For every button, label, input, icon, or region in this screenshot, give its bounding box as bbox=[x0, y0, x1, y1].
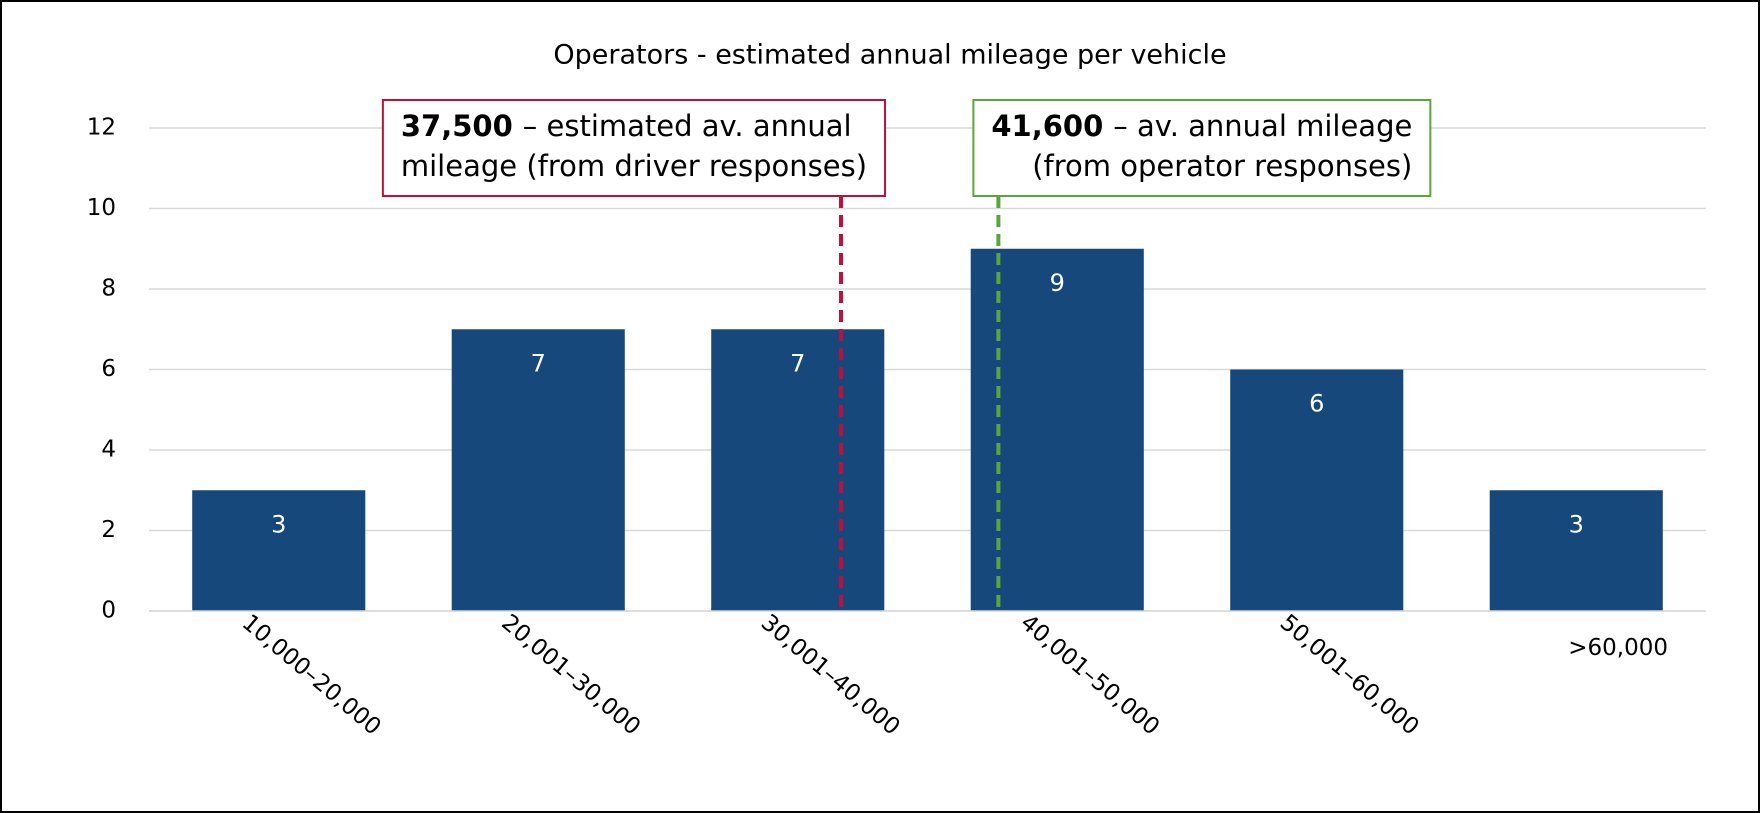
annotation-text: 41,600 – av. annual mileage bbox=[991, 109, 1412, 143]
bar bbox=[1230, 369, 1404, 611]
annotation-text: 37,500 – estimated av. annual bbox=[401, 109, 852, 143]
data-label: 6 bbox=[1309, 390, 1324, 418]
data-label: 7 bbox=[531, 349, 546, 377]
data-label: 7 bbox=[790, 349, 805, 377]
bar bbox=[711, 329, 885, 611]
annotation-line: mileage (from driver responses) bbox=[401, 149, 867, 183]
chart-title: Operators - estimated annual mileage per… bbox=[553, 40, 1226, 71]
y-tick-label: 8 bbox=[101, 276, 116, 302]
annotation-box bbox=[381, 99, 887, 197]
annotation: 41,600 – av. annual mileage (from operator… bbox=[972, 99, 1432, 197]
annotation-line: (from operator responses) bbox=[1032, 149, 1412, 183]
data-label: 3 bbox=[271, 510, 286, 538]
annotation-value: 41,600 bbox=[991, 109, 1103, 143]
y-tick-label: 12 bbox=[87, 115, 116, 141]
y-tick-label: 0 bbox=[101, 598, 116, 624]
y-tick-label: 2 bbox=[101, 517, 116, 543]
x-tick-label: >60,000 bbox=[1568, 635, 1668, 661]
bar bbox=[451, 329, 625, 611]
annotation-text: (from operator responses) bbox=[1032, 149, 1412, 183]
bar bbox=[1489, 490, 1663, 611]
data-label: 9 bbox=[1050, 269, 1065, 297]
bar bbox=[192, 490, 366, 611]
y-tick-label: 6 bbox=[101, 356, 116, 382]
y-tick-label: 4 bbox=[101, 437, 116, 463]
annotation-text: mileage (from driver responses) bbox=[401, 149, 867, 183]
annotation-line: – av. annual mileage bbox=[1113, 109, 1412, 143]
annotation-box bbox=[972, 99, 1432, 197]
annotation-line: – estimated av. annual bbox=[523, 109, 852, 143]
data-label: 3 bbox=[1569, 510, 1584, 538]
annotation-value: 37,500 bbox=[401, 109, 513, 143]
y-tick-label: 10 bbox=[87, 195, 116, 221]
annotation: 37,500 – estimated av. annual mileage (fro… bbox=[381, 99, 887, 197]
